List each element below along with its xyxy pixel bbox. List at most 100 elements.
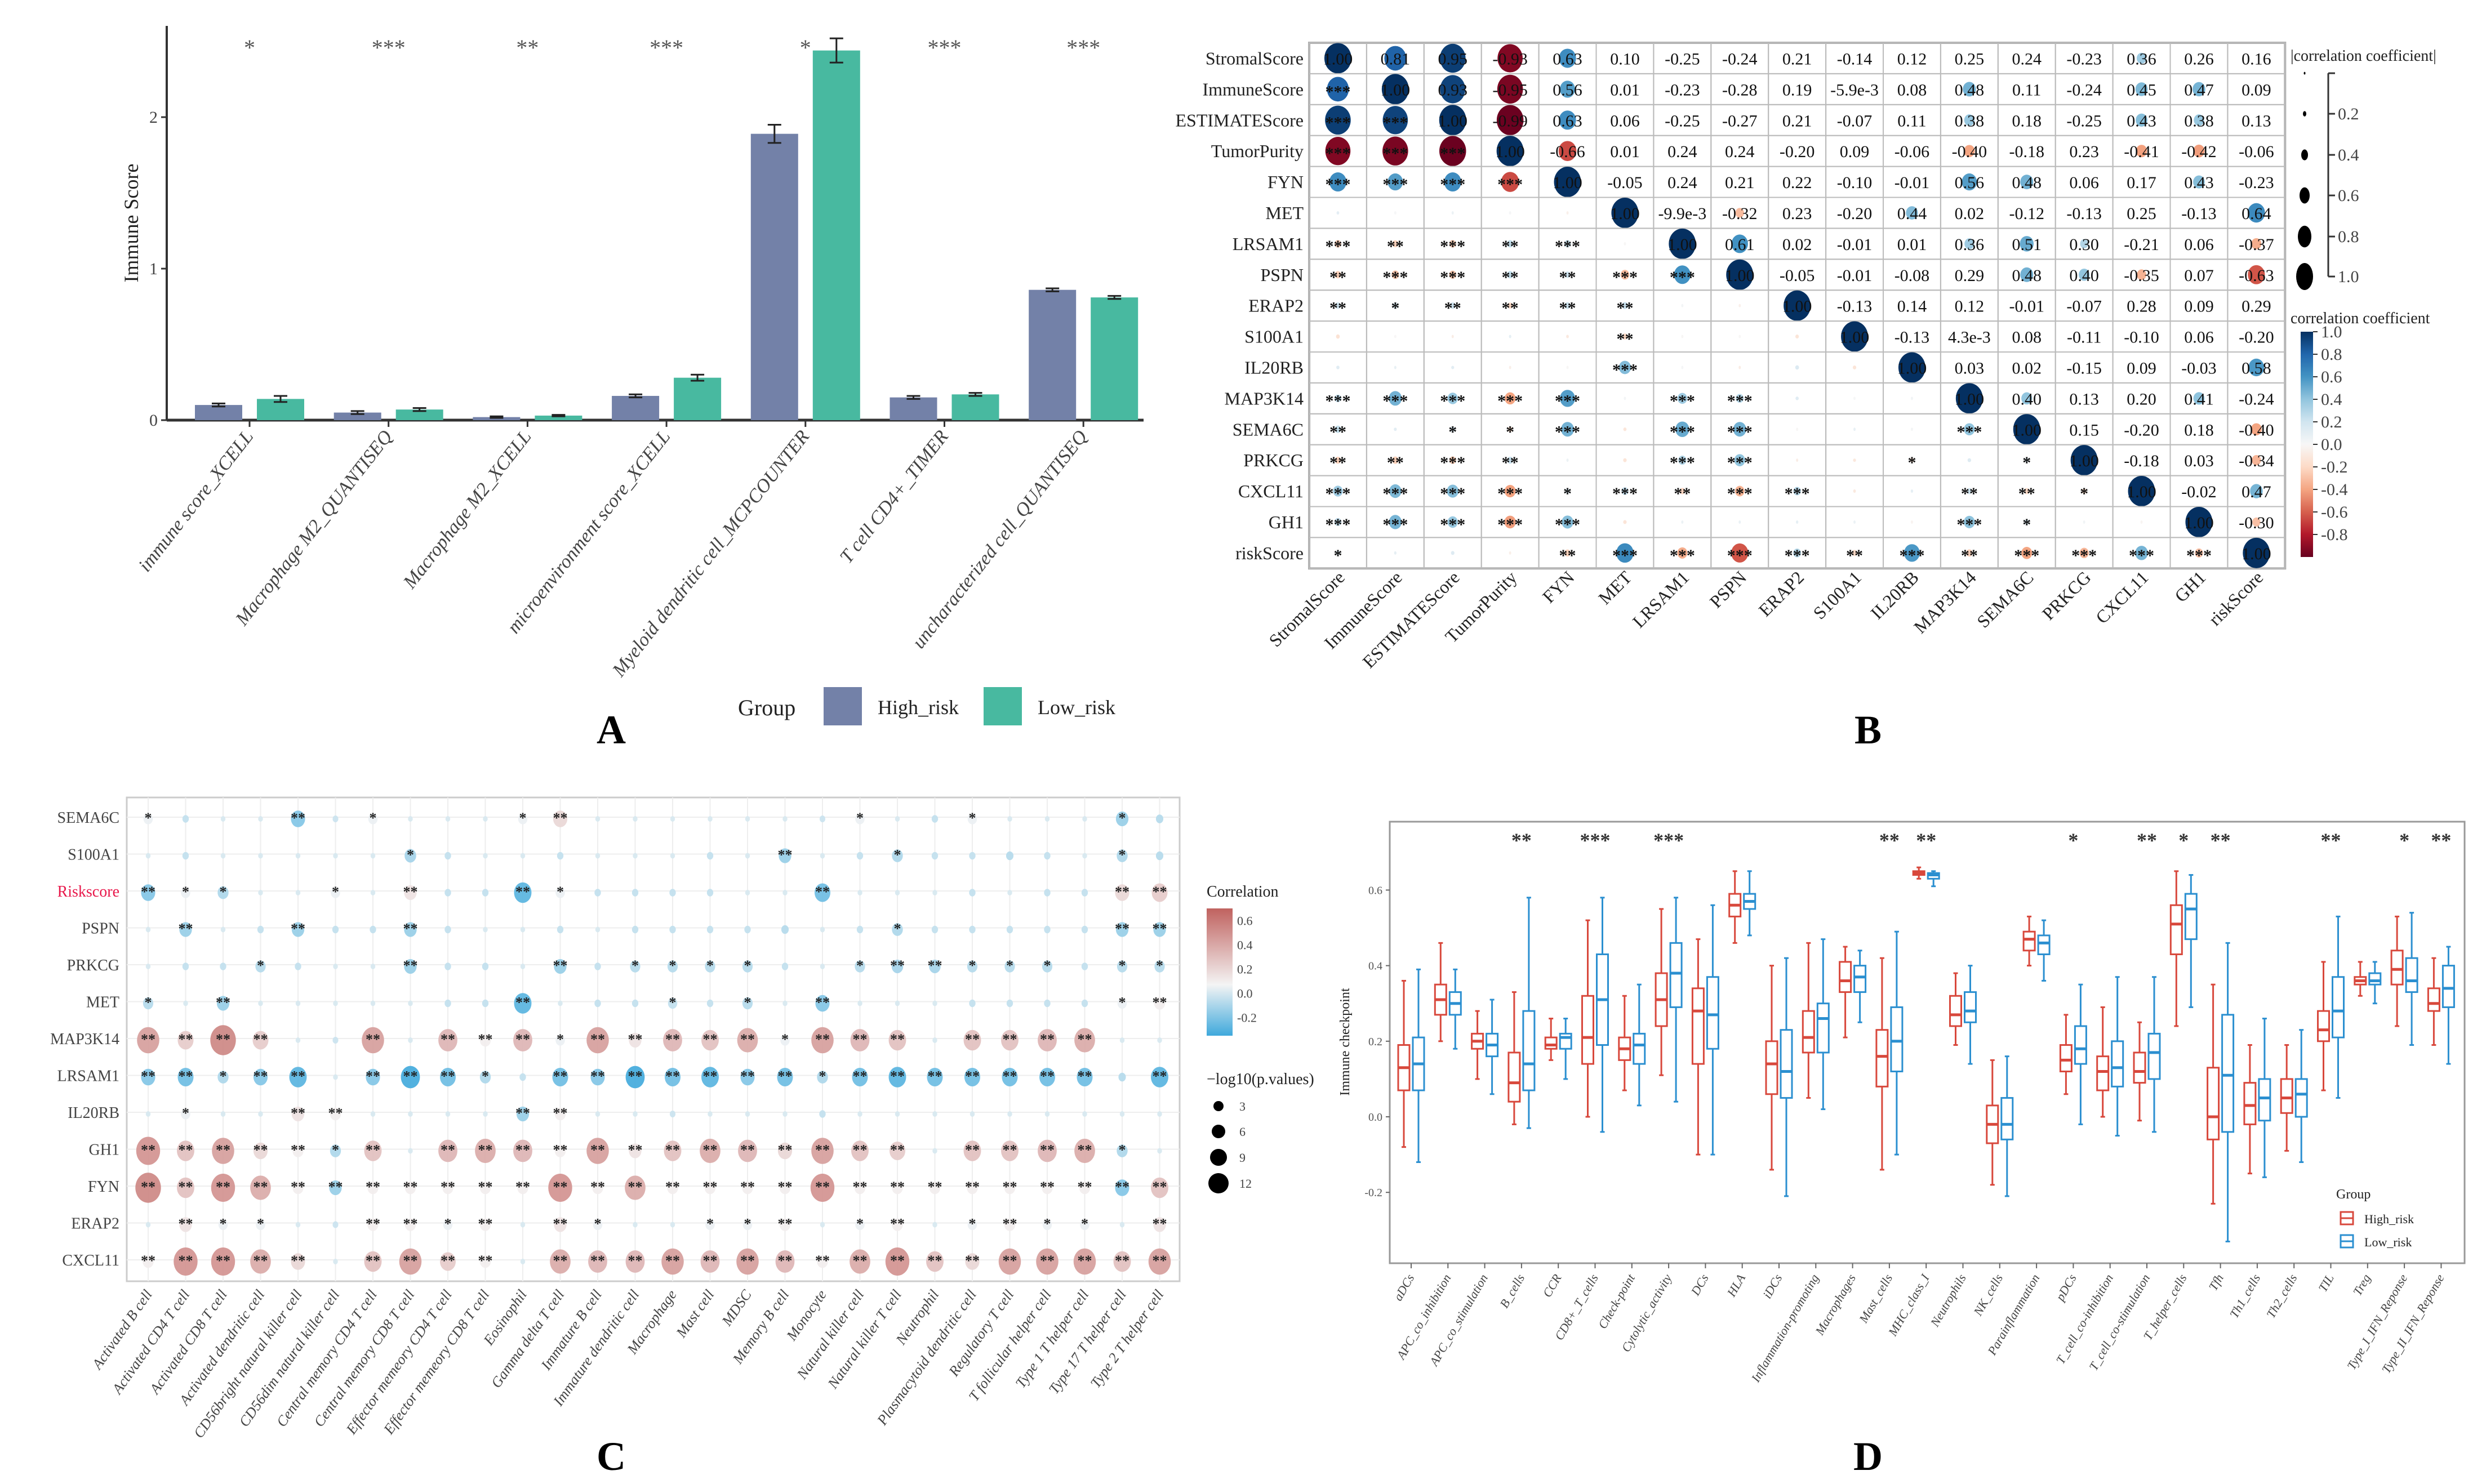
significance-stars: **: [740, 1179, 755, 1195]
correlation-dot: [370, 890, 376, 895]
correlation-circle: [1509, 366, 1511, 369]
significance-stars: **: [403, 884, 418, 900]
correlation-dot: [779, 848, 791, 863]
significance-stars: **: [815, 884, 830, 900]
correlation-value: -0.21: [2124, 235, 2159, 254]
correlation-dot: [595, 1111, 601, 1117]
correlation-dot: [520, 964, 526, 969]
significance-stars: **: [254, 1179, 268, 1195]
correlation-circle: [1560, 81, 1575, 98]
correlation-dot: [482, 889, 489, 897]
correlation-circle: [1336, 366, 1340, 369]
correlation-dot: [737, 1028, 758, 1053]
correlation-value: 0.43: [2127, 112, 2156, 130]
correlation-value: -0.14: [1837, 50, 1873, 68]
correlation-circle: [1681, 304, 1684, 308]
correlation-value: 0.18: [2012, 112, 2042, 130]
significance-stars: **: [553, 1253, 568, 1269]
correlation-dot: [586, 1138, 609, 1164]
correlation-circle: [2024, 519, 2030, 525]
correlation-circle: [2193, 144, 2205, 158]
significance-stars: **: [1329, 268, 1346, 287]
correlation-dot: [367, 1218, 379, 1231]
correlation-circle: [1504, 515, 1516, 529]
correlation-dot: [857, 1111, 862, 1117]
matrix-cell: [2227, 537, 2286, 569]
correlation-dot: [932, 1148, 937, 1154]
correlation-circle: [2070, 445, 2098, 476]
correlation-circle: [1392, 456, 1399, 464]
correlation-dot: [630, 960, 641, 973]
correlation-dot: [670, 853, 675, 859]
size-legend-label: 0.2: [2338, 105, 2359, 123]
correlation-value: 0.95: [1438, 50, 1468, 68]
significance-stars: **: [965, 1068, 980, 1085]
correlation-value: 0.40: [2012, 390, 2042, 408]
correlation-value: -0.20: [2239, 328, 2274, 347]
significance-stars: *: [2022, 515, 2031, 534]
y-tick-label: 0.4: [1368, 960, 1382, 973]
correlation-circle: [1955, 383, 1983, 414]
size-legend: |correlation coefficient| 0.2 0.4 0.6 0.8 1.…: [2291, 47, 2436, 290]
correlation-value: 0.09: [2127, 359, 2156, 377]
significance-stars: *: [407, 847, 414, 863]
correlation-dot: [291, 810, 305, 827]
correlation-circle: [1734, 454, 1745, 466]
category-label: iDCs: [1760, 1272, 1785, 1301]
correlation-value: -0.10: [2124, 328, 2159, 347]
column-label: MET: [1594, 567, 1636, 608]
correlation-value: -0.24: [2239, 390, 2274, 408]
size-legend-dot: [2300, 187, 2310, 204]
correlation-dot: [404, 922, 417, 937]
significance-stars: *: [1081, 1216, 1088, 1232]
correlation-circle: [1967, 488, 1972, 494]
correlation-dot: [182, 815, 189, 823]
significance-stars: **: [291, 1105, 305, 1121]
significance-stars: **: [1444, 299, 1461, 318]
correlation-dot: [967, 813, 977, 825]
correlation-circle: [2250, 484, 2263, 498]
correlation-dot: [333, 1074, 338, 1080]
significance-stars: **: [815, 1031, 830, 1048]
significance-stars: **: [1040, 1179, 1055, 1195]
significance-stars: *: [594, 1216, 602, 1232]
legend-title: Group: [2336, 1187, 2371, 1202]
correlation-circle: [1561, 422, 1575, 437]
correlation-dot: [217, 886, 229, 899]
correlation-dot: [136, 1137, 161, 1165]
correlation-circle: [2194, 114, 2204, 126]
row-label: MET: [1265, 203, 1304, 223]
correlation-value: -0.01: [2009, 297, 2045, 316]
significance-stars: **: [928, 1179, 942, 1195]
correlation-dot: [891, 959, 904, 974]
correlation-circle: [1853, 458, 1856, 462]
significance-stars: **: [740, 1253, 755, 1269]
correlation-dot: [633, 816, 638, 822]
correlation-dot: [745, 816, 750, 822]
correlation-circle: [1439, 136, 1466, 166]
significance-label: **: [2321, 829, 2341, 852]
row-label: riskScore: [1235, 543, 1304, 563]
correlation-dot: [370, 925, 376, 934]
correlation-dot: [1082, 816, 1087, 822]
significance-stars: **: [1153, 1179, 1167, 1195]
correlation-dot: [554, 1217, 567, 1232]
significance-label: *: [2068, 829, 2078, 852]
significance-stars: **: [254, 1068, 268, 1085]
significance-stars: *: [631, 957, 639, 974]
correlation-circle: [2020, 175, 2034, 190]
correlation-dot: [895, 1111, 900, 1117]
correlation-value: 0.08: [1897, 81, 1927, 99]
correlation-value: 0.06: [2184, 328, 2214, 347]
category-label: CCR: [1540, 1272, 1564, 1300]
correlation-dot: [927, 1068, 943, 1086]
significance-stars: **: [216, 995, 230, 1011]
correlation-dot: [1004, 960, 1015, 973]
correlation-dot: [1157, 1148, 1162, 1154]
correlation-circle: [1735, 208, 1744, 218]
significance-stars: ***: [1325, 144, 1350, 163]
correlation-circle: [1963, 82, 1976, 97]
correlation-dot: [1007, 890, 1012, 895]
box-high-risk: [2207, 1067, 2220, 1140]
